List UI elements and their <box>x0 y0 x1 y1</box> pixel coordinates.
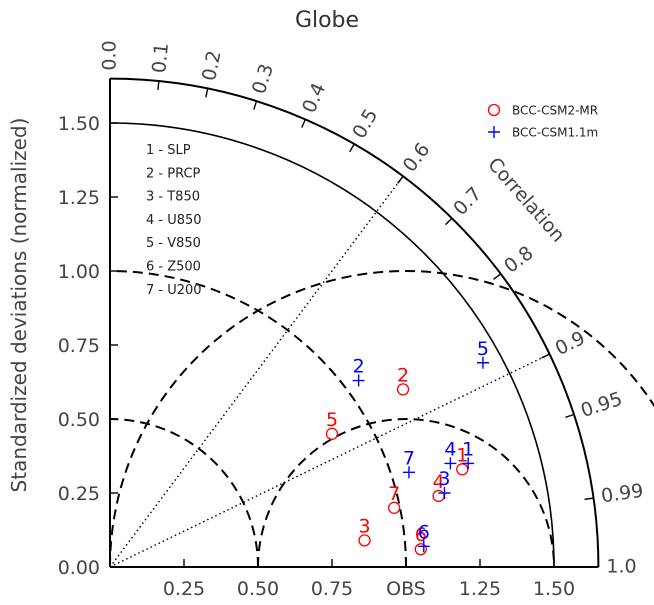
correlation-tick-label: 0.6 <box>399 139 435 176</box>
point-plus-1 <box>462 457 475 470</box>
point-label-2: 2 <box>397 364 409 386</box>
legend-label: BCC-CSM1.1m <box>512 126 598 140</box>
y-tick-label: 0.00 <box>58 557 100 579</box>
point-label-5: 5 <box>326 409 338 431</box>
correlation-tick-mark <box>157 80 160 91</box>
y-tick-label: 1.00 <box>58 261 100 283</box>
correlation-tick-label: 0.7 <box>449 183 486 220</box>
point-label-3: 3 <box>438 468 450 490</box>
correlation-tick-label: 0.5 <box>348 105 382 142</box>
legend-marker-plus <box>488 126 500 138</box>
outer-arc <box>109 77 600 568</box>
x-tick-label: OBS <box>386 578 426 600</box>
variable-key-item: 3 - T850 <box>146 190 200 205</box>
correlation-tick-label: 0.9 <box>552 327 589 360</box>
point-plus-5 <box>476 356 489 369</box>
point-circle-3 <box>358 534 371 547</box>
point-plus-3 <box>438 487 451 499</box>
correlation-tick-mark <box>397 175 404 184</box>
correlation-tick-label: 0.1 <box>148 42 173 74</box>
correlation-ray-0.6 <box>109 175 404 568</box>
correlation-tick-mark <box>584 497 594 501</box>
point-label-7: 7 <box>388 483 400 505</box>
variable-key-item: 5 - V850 <box>146 236 201 251</box>
point-label-7: 7 <box>403 447 415 469</box>
correlation-ray-0.9 <box>109 353 550 568</box>
chart-title: Globe <box>295 8 359 33</box>
point-plus-4 <box>444 457 457 470</box>
point-label-1: 1 <box>456 444 468 466</box>
point-label-5: 5 <box>477 338 489 360</box>
legend-marker-circle <box>487 103 501 117</box>
std-arc-dashed-0.5 <box>109 418 259 568</box>
correlation-tick-label: 0.8 <box>500 242 537 278</box>
point-circle-7 <box>388 501 401 514</box>
y-tick-label: 0.75 <box>58 335 100 357</box>
y-tick-label: 0.25 <box>58 483 100 505</box>
correlation-tick-mark <box>565 413 575 418</box>
point-label-3: 3 <box>359 515 371 537</box>
rms-arc-0.5 <box>257 418 555 568</box>
std-arc-1.5 <box>109 122 555 568</box>
y-tick-label: 0.50 <box>58 409 100 431</box>
point-plus-2 <box>352 374 365 387</box>
correlation-tick-mark <box>253 100 258 110</box>
variable-key-item: 6 - Z500 <box>146 260 201 275</box>
point-circle-6 <box>414 543 427 556</box>
correlation-tick-label: 0.3 <box>248 61 278 96</box>
correlation-tick-mark <box>493 273 502 280</box>
correlation-tick-mark <box>301 119 307 128</box>
point-label-1: 1 <box>462 438 474 460</box>
correlation-tick-mark <box>349 143 355 153</box>
correlation-tick-label: 1.0 <box>606 556 636 578</box>
correlation-tick-label: 0.99 <box>600 480 645 508</box>
point-label-4: 4 <box>444 438 456 460</box>
variable-key: 1 - SLP 2 - PRCP 3 - T850 4 - U850 5 - V850 6… <box>146 143 202 298</box>
y-axis-label: Standardized deviations (normalized) <box>7 118 31 493</box>
point-plus-7 <box>402 466 415 479</box>
point-label-6: 6 <box>418 521 430 543</box>
correlation-tick-mark <box>445 217 453 226</box>
point-plus-6 <box>417 540 430 553</box>
rms-arc-1 <box>109 270 654 568</box>
x-tick-label: 1.50 <box>533 578 575 600</box>
correlation-axis-title: Correlation <box>483 153 569 246</box>
x-tick-label: 1.25 <box>459 578 501 600</box>
variable-key-item: 1 - SLP <box>146 143 191 158</box>
correlation-tick-mark <box>541 353 550 359</box>
point-circle-5 <box>325 427 339 440</box>
y-tick-label: 1.50 <box>58 113 100 135</box>
x-tick-label: 0.50 <box>237 578 279 600</box>
x-tick-label: 0.75 <box>311 578 353 600</box>
variable-key-item: 2 - PRCP <box>146 166 201 181</box>
std-arc-dashed-1 <box>109 270 407 568</box>
point-circle-2 <box>396 383 410 396</box>
grid-layer <box>109 122 654 568</box>
correlation-tick-label: 0.4 <box>298 80 330 116</box>
correlation-tick-label: 0.0 <box>99 40 121 70</box>
correlation-tick-label: 0.95 <box>578 388 625 422</box>
legend: BCC-CSM2-MR BCC-CSM1.1m <box>487 103 598 140</box>
y-tick-label: 1.25 <box>58 187 100 209</box>
variable-key-item: 7 - U200 <box>146 283 202 298</box>
point-label-2: 2 <box>353 356 365 378</box>
legend-label: BCC-CSM2-MR <box>512 104 598 118</box>
correlation-tick-label: 0.2 <box>198 49 226 83</box>
x-tick-label: 0.25 <box>163 578 205 600</box>
variable-key-item: 4 - U850 <box>146 213 202 228</box>
point-label-4: 4 <box>433 471 445 493</box>
correlation-tick-mark <box>205 88 209 98</box>
